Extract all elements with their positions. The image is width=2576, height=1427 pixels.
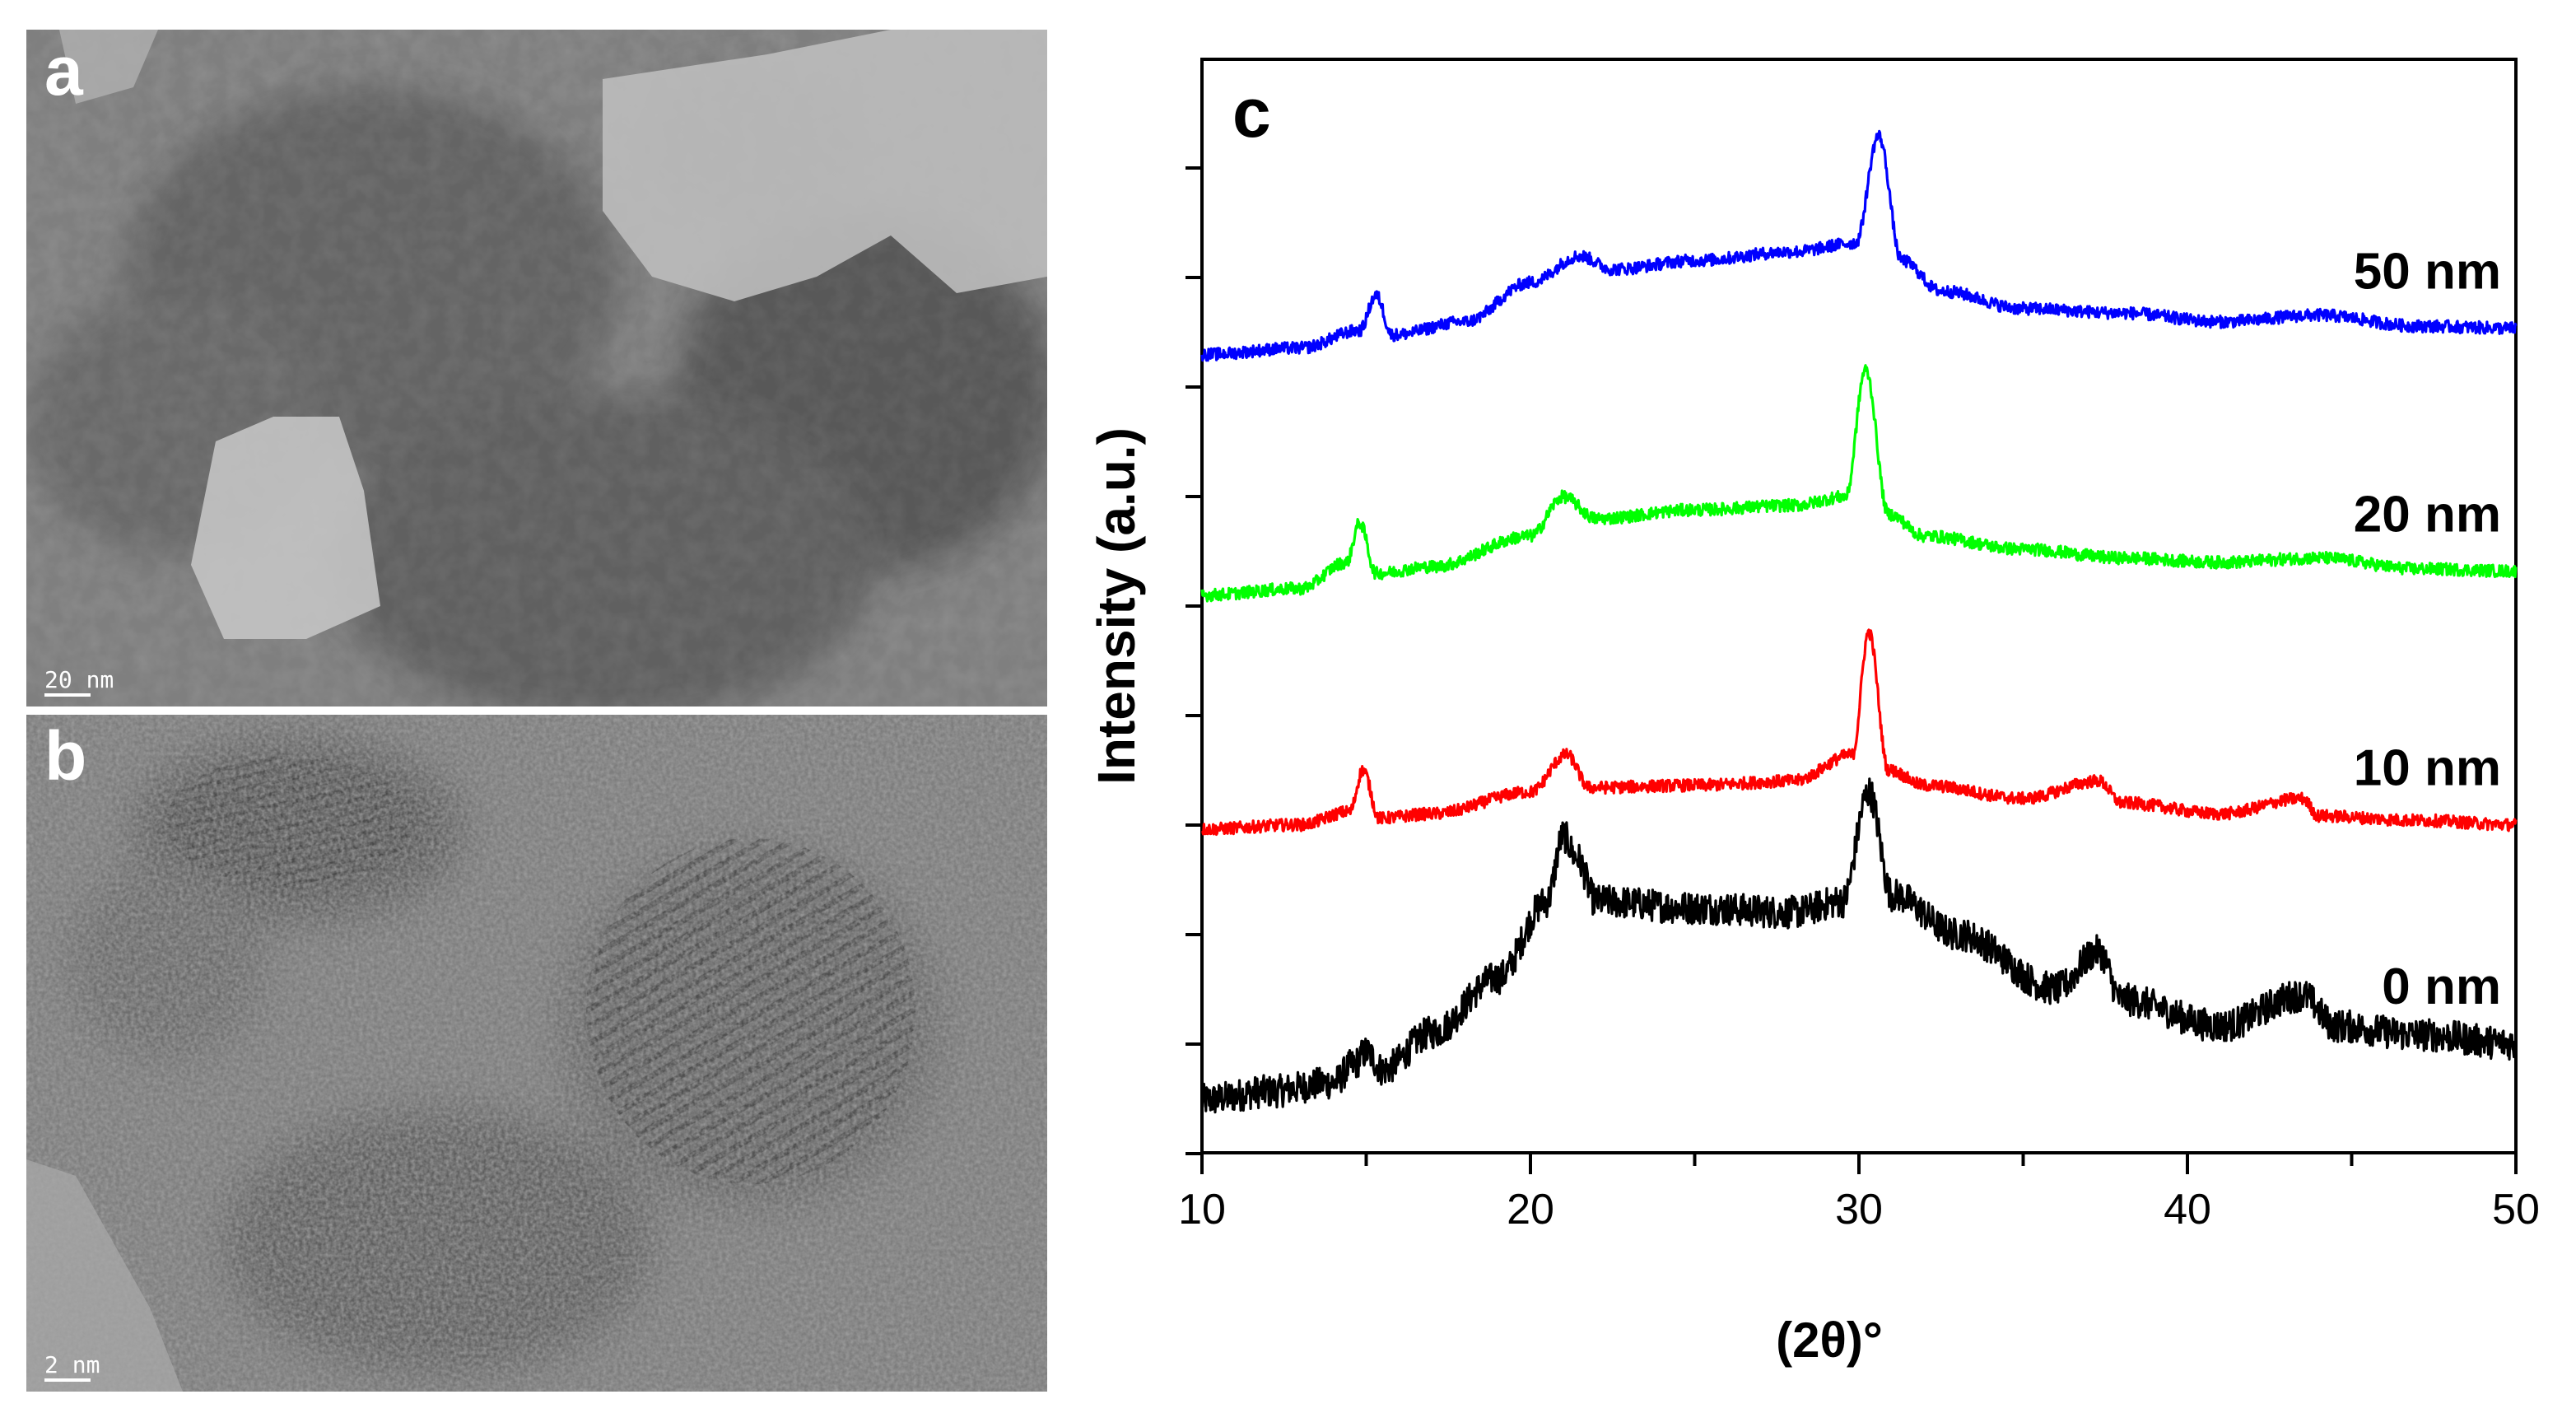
series-label: 0 nm [2382, 958, 2501, 1015]
scale-bar-label-a: 20 nm [44, 666, 114, 693]
series-line [1201, 628, 2518, 837]
xrd-chart-panel: 10 20 30 40 50 0 nm 10 nm 20 nm 50 nm (2θ)° Int… [1070, 0, 2576, 1423]
x-tick-label: 30 [1835, 1186, 1883, 1233]
tem-image-high-resolution: b 2 nm [26, 715, 1047, 1392]
plot-frame [1200, 58, 2518, 1154]
xrd-chart: 10 20 30 40 50 0 nm 10 nm 20 nm 50 nm (2θ)° Int… [1087, 58, 2540, 1368]
scale-bar-b [44, 1378, 91, 1382]
tem-micrograph-a [26, 30, 1047, 707]
tem-micrograph-b [26, 715, 1047, 1392]
tem-image-low-magnification: a 20 nm [26, 30, 1047, 707]
panel-label-c: c [1232, 74, 1271, 152]
scale-bar-label-b: 2 nm [44, 1351, 100, 1378]
series-label: 20 nm [2354, 487, 2501, 543]
x-tick-label: 40 [2164, 1186, 2211, 1233]
series-line [1200, 364, 2518, 603]
scale-bar-a [44, 693, 91, 697]
series-layer [1200, 129, 2518, 1114]
x-tick-label: 50 [2492, 1186, 2540, 1233]
x-tick-label: 10 [1178, 1186, 1226, 1233]
series-labels: 0 nm 10 nm 20 nm 50 nm [2354, 244, 2501, 1016]
series-line [1200, 777, 2518, 1114]
series-line [1200, 129, 2518, 362]
x-tick-label: 20 [1507, 1186, 1554, 1233]
panel-label-a: a [44, 32, 83, 110]
panel-label-b: b [44, 717, 87, 795]
y-axis-title: Intensity (a.u.) [1087, 427, 1146, 785]
x-axis-ticks: 10 20 30 40 50 [1178, 1153, 2540, 1233]
y-axis-ticks [1186, 166, 1202, 1155]
series-label: 10 nm [2354, 740, 2501, 797]
x-axis-title: (2θ)° [1776, 1313, 1883, 1368]
series-label: 50 nm [2354, 244, 2501, 301]
